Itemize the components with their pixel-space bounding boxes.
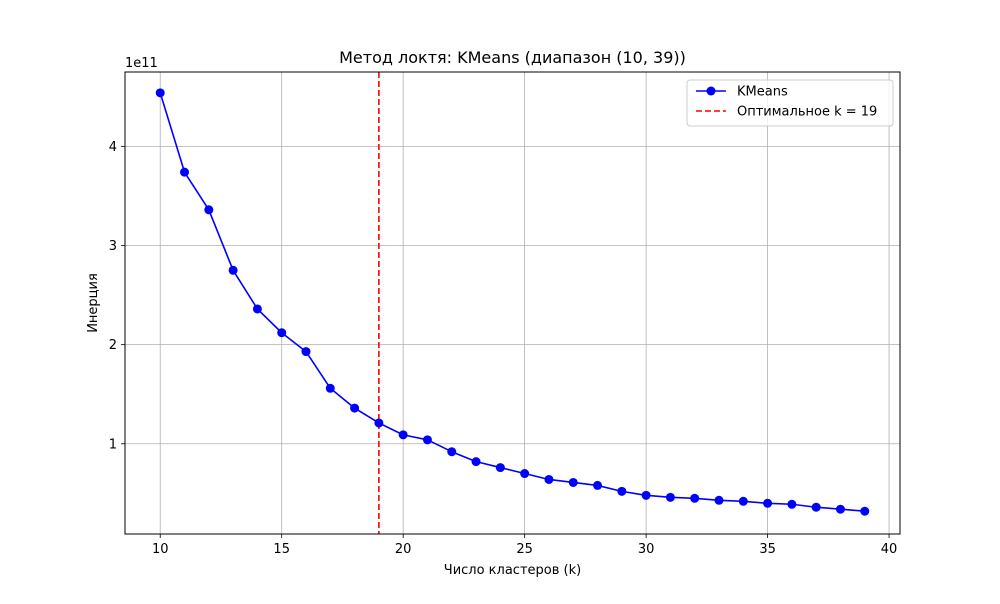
data-point	[593, 480, 603, 490]
data-point	[811, 502, 821, 512]
x-axis-label: Число кластеров (k)	[444, 563, 581, 578]
data-point	[398, 430, 408, 440]
chart-title: Метод локтя: KMeans (диапазон (10, 39))	[339, 48, 686, 67]
y-tick-label: 3	[109, 239, 117, 254]
data-point	[787, 499, 797, 509]
data-point	[325, 383, 335, 393]
y-tick-label: 4	[109, 140, 117, 155]
data-point	[544, 474, 554, 484]
grid	[125, 72, 900, 534]
x-tick-label: 20	[395, 542, 412, 557]
data-point	[520, 469, 530, 479]
data-point	[860, 506, 870, 516]
data-point	[835, 504, 845, 514]
data-point	[690, 493, 700, 503]
x-tick-label: 15	[273, 542, 290, 557]
data-point	[277, 328, 287, 338]
series-layer	[155, 88, 870, 516]
data-point	[301, 347, 311, 357]
y-axis-ticks: 1 2 3 4	[109, 140, 125, 452]
x-tick-label: 10	[152, 542, 169, 557]
data-point	[568, 477, 578, 487]
y-tick-label: 1	[109, 437, 117, 452]
data-point	[180, 167, 190, 177]
data-point	[374, 418, 384, 428]
legend: KMeans Оптимальное k = 19	[686, 79, 894, 127]
data-point	[763, 498, 773, 508]
data-point	[204, 205, 214, 215]
data-point	[155, 88, 165, 98]
data-point	[447, 447, 457, 457]
data-point	[471, 457, 481, 467]
data-point	[738, 496, 748, 506]
x-axis-ticks: 10 15 20 25 30 35 40	[152, 534, 897, 557]
data-point	[422, 435, 432, 445]
data-point	[665, 492, 675, 502]
data-point	[228, 265, 238, 275]
plot-frame	[124, 71, 901, 535]
legend-kmeans-label: KMeans	[737, 85, 788, 100]
y-axis-label: Инерция	[86, 273, 101, 333]
x-tick-label: 35	[759, 542, 776, 557]
data-point	[252, 304, 262, 314]
data-point	[495, 463, 505, 473]
data-point	[641, 490, 651, 500]
x-tick-label: 40	[881, 542, 898, 557]
legend-kmeans-marker	[706, 86, 716, 96]
y-axis-offset-label: 1e11	[125, 56, 158, 71]
data-point	[350, 403, 360, 413]
x-tick-label: 30	[638, 542, 655, 557]
y-tick-label: 2	[109, 338, 117, 353]
legend-optimal-k-label: Оптимальное k = 19	[737, 105, 877, 120]
data-point	[617, 486, 627, 496]
x-tick-label: 25	[516, 542, 533, 557]
data-point	[714, 495, 724, 505]
legend-box	[686, 79, 894, 127]
